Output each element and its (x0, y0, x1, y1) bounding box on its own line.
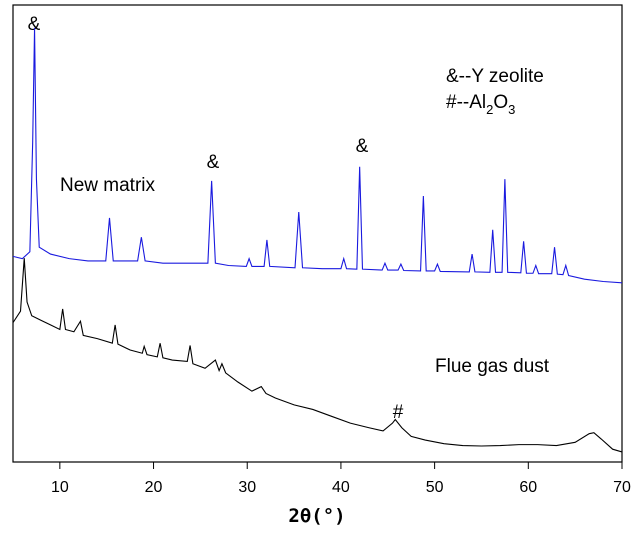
x-axis-label: 2θ(°) (288, 505, 345, 527)
peak-mark: & (356, 136, 369, 157)
key-text: #--Al2O3 (446, 92, 515, 117)
key-subscript: 3 (508, 102, 515, 117)
key-text: #--Al (446, 92, 486, 113)
plot-frame (12, 4, 623, 463)
key-subscript: 2 (486, 102, 493, 117)
x-tick-label: 20 (145, 479, 163, 496)
key-text: &--Y zeolite (446, 66, 544, 87)
x-tick-label: 60 (519, 479, 537, 496)
x-tick-label: 50 (426, 479, 444, 496)
x-tick-label: 40 (332, 479, 350, 496)
peak-mark: & (28, 14, 41, 35)
x-tick-label: 30 (238, 479, 256, 496)
x-tick-label: 70 (613, 479, 631, 496)
series-label: New matrix (60, 175, 156, 196)
peak-mark: & (207, 152, 220, 173)
peak-mark: # (393, 402, 404, 423)
x-tick-label: 10 (51, 479, 69, 496)
series-label: Flue gas dust (435, 356, 550, 377)
key-text: O (493, 92, 508, 113)
series-line (12, 27, 623, 284)
series-line (12, 258, 623, 453)
